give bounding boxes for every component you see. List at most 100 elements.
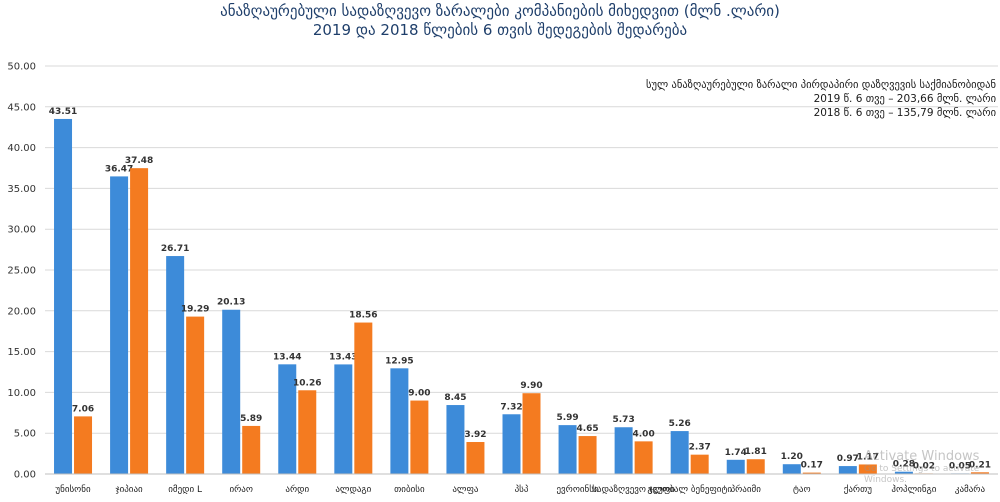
y-tick-label: 15.00 (7, 347, 36, 358)
value-label: 7.06 (72, 404, 94, 414)
value-label: 13.43 (329, 352, 357, 362)
bar-2018 (690, 454, 709, 474)
bar-2019 (838, 466, 857, 474)
value-label: 1.17 (857, 452, 879, 462)
bar-2019 (54, 118, 73, 474)
value-label: 1.81 (745, 447, 767, 457)
category-label: ალდაგი (335, 485, 371, 495)
bar-2019 (670, 431, 689, 474)
bar-2018 (466, 442, 485, 474)
value-label: 0.05 (949, 461, 971, 471)
chart-subtitle: 2019 და 2018 წლების 6 თვის შედეგების შედ… (312, 21, 688, 39)
value-label: 5.89 (240, 414, 262, 424)
value-label: 5.26 (669, 419, 691, 429)
bar-2019 (558, 425, 577, 474)
value-label: 37.48 (125, 156, 153, 166)
category-label: თიბისი (394, 484, 425, 495)
bar-2018 (130, 168, 149, 474)
value-label: 0.17 (801, 461, 823, 471)
y-tick-label: 45.00 (7, 102, 36, 113)
bar-2019 (894, 471, 913, 474)
category-label: ირაო (229, 484, 252, 495)
category-label: ჯიპიაი (115, 484, 143, 495)
bar-2019 (334, 364, 353, 474)
category-label: კამარა (955, 484, 986, 495)
category-label: ჰოპლინგი (891, 484, 936, 495)
bar-2018 (186, 316, 205, 474)
annotation-total-2019: 2019 წ. 6 თვე – 203,66 მლნ. ლარი (813, 93, 996, 105)
category-label: პსპ (515, 484, 529, 495)
bar-2018 (74, 416, 93, 474)
category-label: არდი (285, 484, 309, 495)
value-label: 8.45 (444, 393, 466, 403)
y-tick-label: 10.00 (7, 388, 36, 399)
value-label: 4.65 (576, 424, 598, 434)
y-tick-label: 35.00 (7, 184, 36, 195)
value-label: 1.20 (781, 452, 803, 462)
value-label: 36.47 (105, 164, 133, 174)
value-label: 5.99 (556, 413, 578, 423)
chart-title: ანაზღაურებული სადაზღვევო ზარალები კომპან… (220, 2, 780, 20)
category-label: ქართუ (844, 484, 873, 495)
bar-2018 (634, 441, 653, 474)
bar-2018 (410, 400, 429, 474)
bar-2018 (354, 322, 373, 474)
bar-2019 (110, 176, 129, 475)
annotation-heading: სულ ანაზღაურებული ზარალი პირდაპირი დაზღვ… (646, 79, 996, 91)
bar-2018 (802, 472, 821, 474)
bar-2019 (278, 364, 297, 474)
bar-2019 (222, 309, 241, 474)
bar-2019 (446, 405, 465, 474)
value-label: 12.95 (385, 356, 413, 366)
bar-2018 (578, 436, 597, 474)
value-label: 0.02 (913, 461, 935, 471)
value-label: 5.73 (613, 415, 635, 425)
bar-2018 (746, 459, 765, 474)
value-label: 9.90 (520, 381, 542, 391)
category-label: უნისონი (55, 484, 91, 495)
value-label: 43.51 (49, 107, 77, 117)
value-label: 9.00 (408, 389, 430, 399)
y-tick-label: 20.00 (7, 306, 36, 317)
value-label: 19.29 (181, 305, 209, 315)
category-label: ევროინსი (556, 484, 598, 495)
value-label: 0.28 (893, 460, 915, 470)
y-tick-label: 5.00 (14, 429, 36, 440)
category-label: სადაზღვევო ჯგუფი (592, 484, 675, 495)
y-tick-label: 25.00 (7, 266, 36, 277)
bar-2018 (858, 464, 877, 474)
y-tick-label: 40.00 (7, 143, 36, 154)
bar-2018 (522, 393, 541, 474)
value-label: 20.13 (217, 298, 245, 308)
bar-2019 (726, 459, 745, 474)
bar-2019 (782, 464, 801, 474)
value-label: 7.32 (500, 402, 522, 412)
bar-2019 (502, 414, 521, 474)
value-label: 1.74 (725, 448, 747, 458)
value-label: 4.00 (633, 429, 655, 439)
value-label: 10.26 (293, 378, 321, 388)
bar-2019 (390, 368, 409, 474)
y-tick-label: 30.00 (7, 225, 36, 236)
category-label: იმედი L (168, 484, 202, 495)
value-label: 26.71 (161, 244, 189, 254)
value-label: 3.92 (464, 430, 486, 440)
category-label: ტაო (793, 485, 811, 495)
value-label: 18.56 (349, 311, 377, 321)
category-label: პრაიმი (731, 484, 762, 495)
bar-2019 (166, 256, 185, 474)
y-tick-label: 50.00 (7, 62, 36, 73)
value-label: 0.21 (969, 460, 991, 470)
bar-2019 (614, 427, 633, 474)
bar-2018 (242, 425, 261, 474)
bar-2018 (970, 472, 989, 474)
value-label: 2.37 (689, 443, 711, 453)
category-label: გლობალ ბენეფიტი (647, 484, 732, 495)
value-label: 13.44 (273, 352, 301, 362)
bar-2018 (298, 390, 317, 474)
category-label: ალფა (452, 485, 479, 495)
annotation-total-2018: 2018 წ. 6 თვე – 135,79 მლნ. ლარი (813, 107, 996, 119)
value-label: 0.97 (837, 454, 859, 464)
y-tick-label: 0.00 (14, 470, 36, 481)
